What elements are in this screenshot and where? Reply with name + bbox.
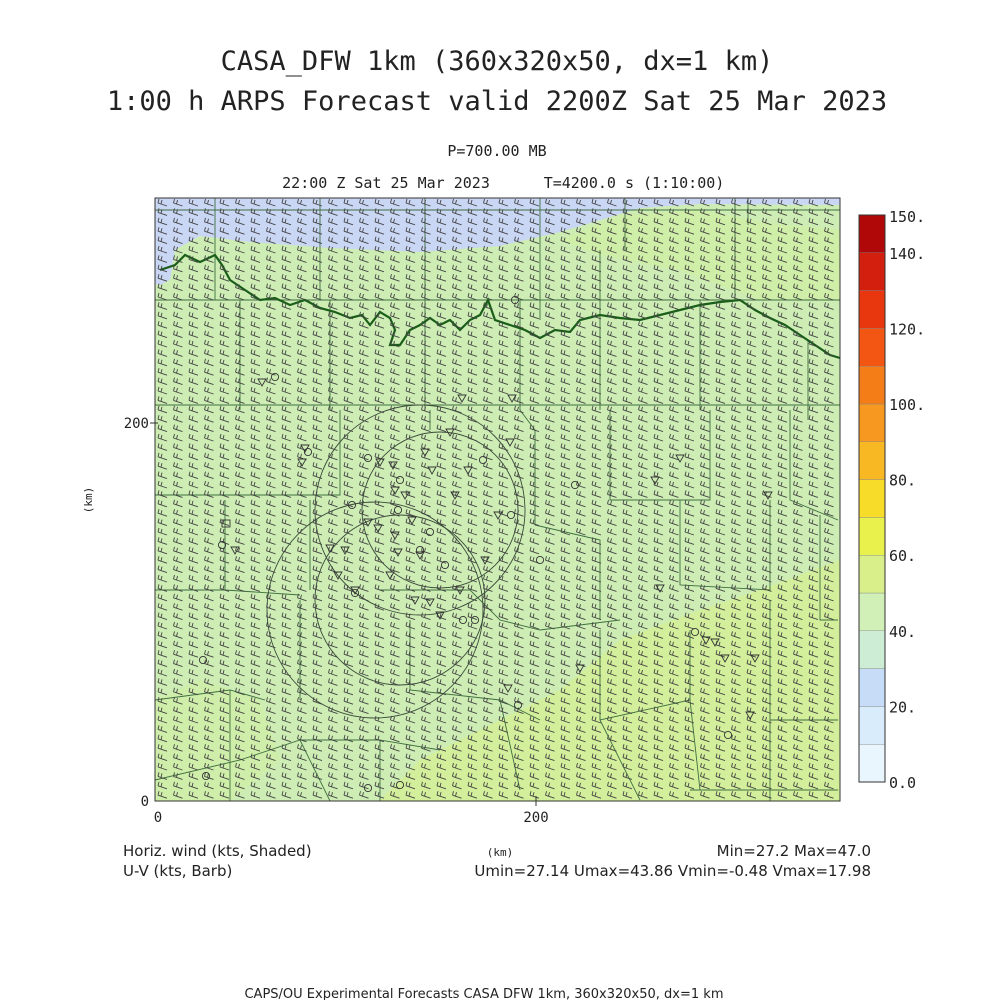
colorbar-label: 150. (889, 208, 925, 226)
colorbar-labels: 0.0 20. 40. 60. 80. 100. 120. 140. 150. (889, 208, 925, 792)
colorbar-band (859, 593, 885, 631)
colorbar-label: 40. (889, 623, 916, 641)
colorbar-band (859, 215, 885, 253)
colorbar-label: 120. (889, 320, 925, 338)
colorbar-band (859, 631, 885, 669)
colorbar-label: 0.0 (889, 774, 916, 792)
colorbar-band (859, 706, 885, 744)
x-tick-label-0: 0 (154, 810, 162, 826)
colorbar-label: 100. (889, 396, 925, 414)
field-name: Horiz. wind (kts, Shaded) (123, 842, 312, 860)
valid-time: 22:00 Z Sat 25 Mar 2023 (282, 174, 490, 192)
colorbar-band (859, 291, 885, 329)
x-axis-label: (km) (487, 846, 514, 859)
colorbar-label: 80. (889, 472, 916, 490)
colorbar-band (859, 366, 885, 404)
x-tick-label-200: 200 (523, 810, 548, 826)
uv-stats: Umin=27.14 Umax=43.86 Vmin=-0.48 Vmax=17… (474, 862, 871, 880)
colorbar-band (859, 328, 885, 366)
colorbar-band (859, 555, 885, 593)
min-max: Min=27.2 Max=47.0 (717, 842, 871, 860)
colorbar-band (859, 442, 885, 480)
colorbar-label: 140. (889, 245, 925, 263)
colorbar-band (859, 744, 885, 782)
barb-name: U-V (kts, Barb) (123, 862, 232, 880)
colorbar-label: 60. (889, 547, 916, 565)
colorbar-band (859, 517, 885, 555)
map-area (155, 198, 840, 801)
model-time: T=4200.0 s (1:10:00) (544, 174, 725, 192)
colorbar-band (859, 253, 885, 291)
credit-line: CAPS/OU Experimental Forecasts CASA DFW … (244, 987, 723, 1000)
colorbar-label: 20. (889, 698, 916, 716)
y-axis-label: (km) (82, 487, 95, 514)
colorbar-band (859, 669, 885, 707)
y-tick-label-200: 200 (124, 416, 149, 432)
title-line1: CASA_DFW 1km (360x320x50, dx=1 km) (221, 46, 774, 77)
colorbar-band (859, 404, 885, 442)
y-tick-label-0: 0 (141, 794, 149, 810)
pressure-level: P=700.00 MB (447, 142, 546, 160)
colorbar-band (859, 480, 885, 518)
colorbar (859, 215, 885, 782)
title-line2: 1:00 h ARPS Forecast valid 2200Z Sat 25 … (107, 86, 887, 117)
